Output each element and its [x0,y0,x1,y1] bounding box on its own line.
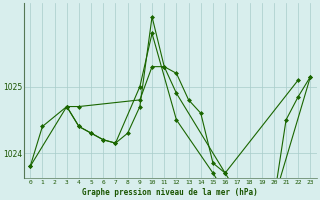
X-axis label: Graphe pression niveau de la mer (hPa): Graphe pression niveau de la mer (hPa) [83,188,258,197]
